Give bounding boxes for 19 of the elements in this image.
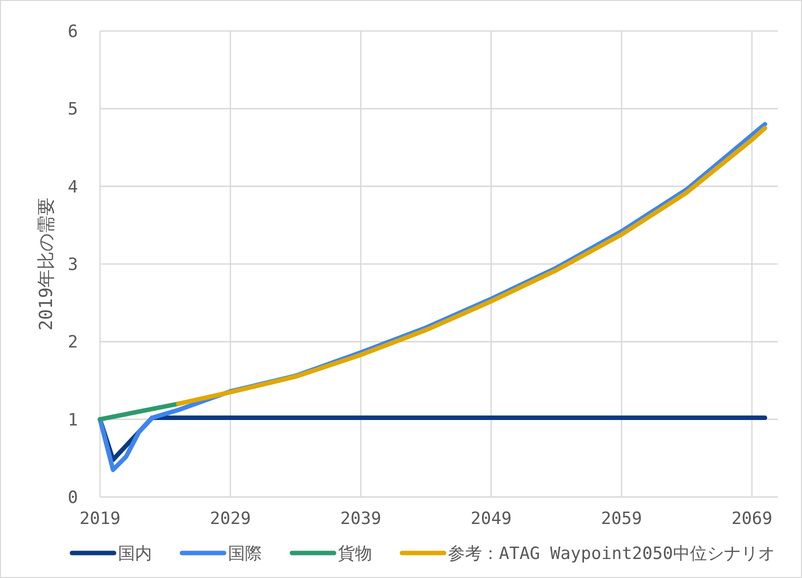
y-tick-label: 1 — [68, 410, 78, 430]
line-series — [176, 126, 768, 406]
x-tick-label: 2049 — [470, 509, 512, 529]
legend-label: 貨物 — [338, 544, 372, 564]
x-tick-label: 2039 — [340, 509, 382, 529]
x-tick-label: 2069 — [731, 509, 772, 529]
x-tick-label: 2019 — [80, 509, 120, 529]
y-tick-label: 5 — [68, 100, 78, 120]
y-tick-label: 6 — [68, 22, 78, 42]
legend-label: 参考：ATAG Waypoint2050中位シナリオ — [448, 544, 775, 564]
legend-label: 国内 — [118, 544, 152, 564]
y-tick-label: 2 — [68, 332, 78, 353]
y-tick-label: 4 — [68, 177, 78, 198]
x-tick-label: 2029 — [210, 509, 251, 529]
legend-label: 国際 — [228, 544, 262, 564]
y-tick-label: 3 — [68, 255, 78, 275]
x-tick-label: 2059 — [601, 509, 642, 529]
y-tick-label: 0 — [68, 488, 78, 508]
y-axis-title: 2019年比の需要 — [36, 197, 57, 331]
